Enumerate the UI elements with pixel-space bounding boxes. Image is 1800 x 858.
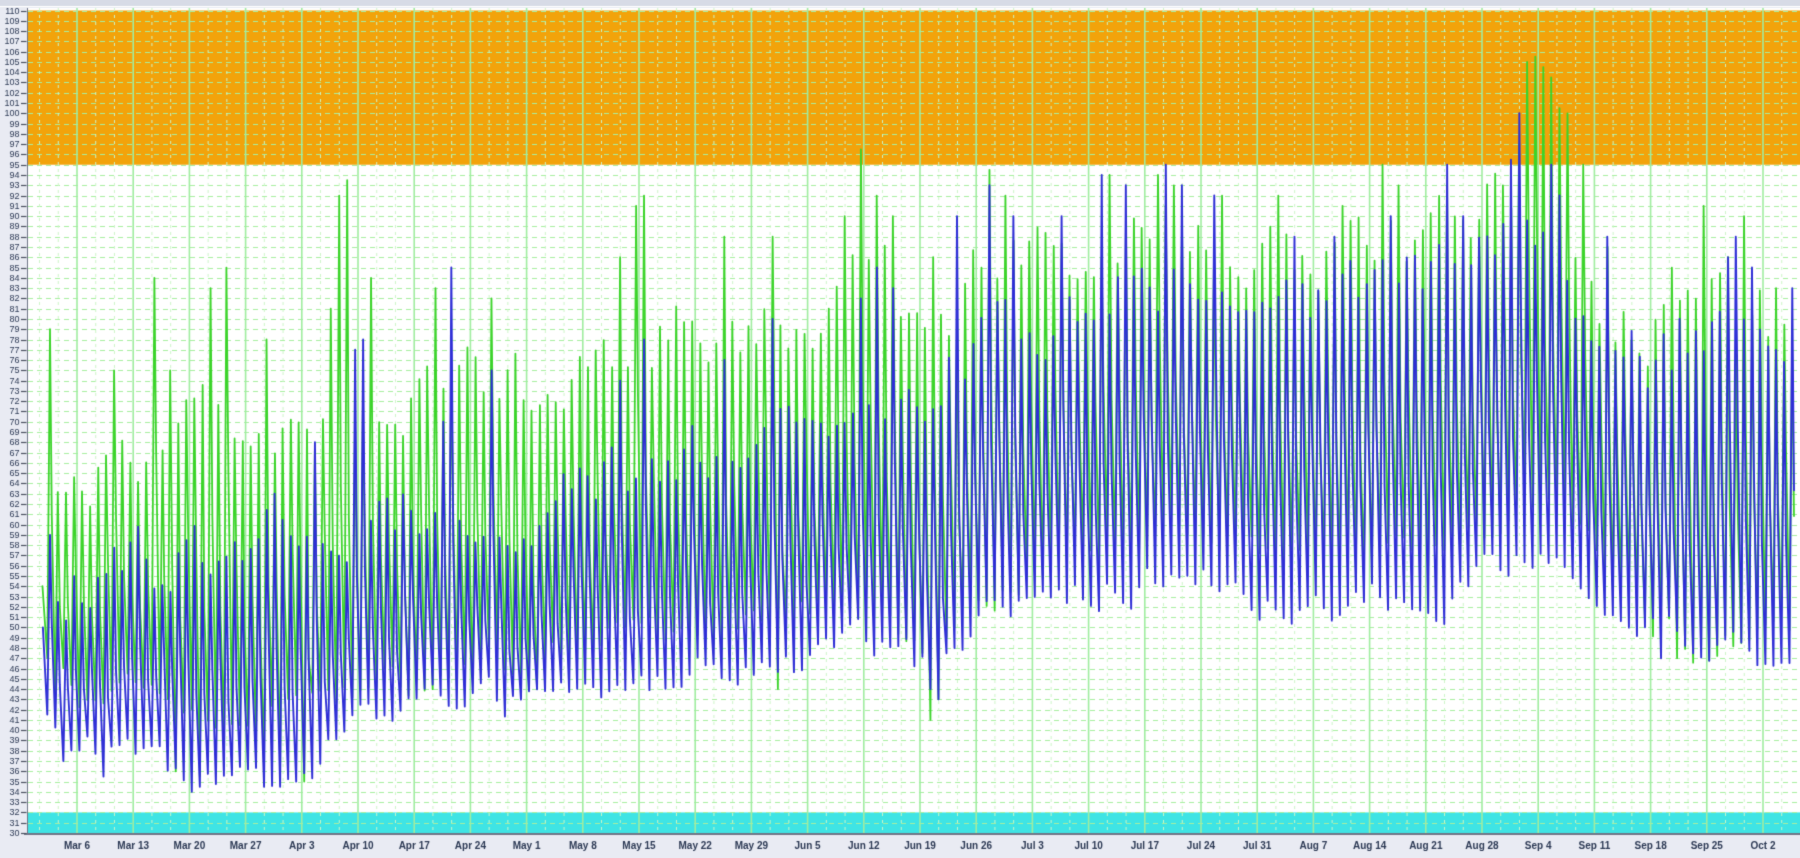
temperature-timeseries-canvas [0,0,1800,858]
temperature-timeseries-chart [0,0,1800,858]
